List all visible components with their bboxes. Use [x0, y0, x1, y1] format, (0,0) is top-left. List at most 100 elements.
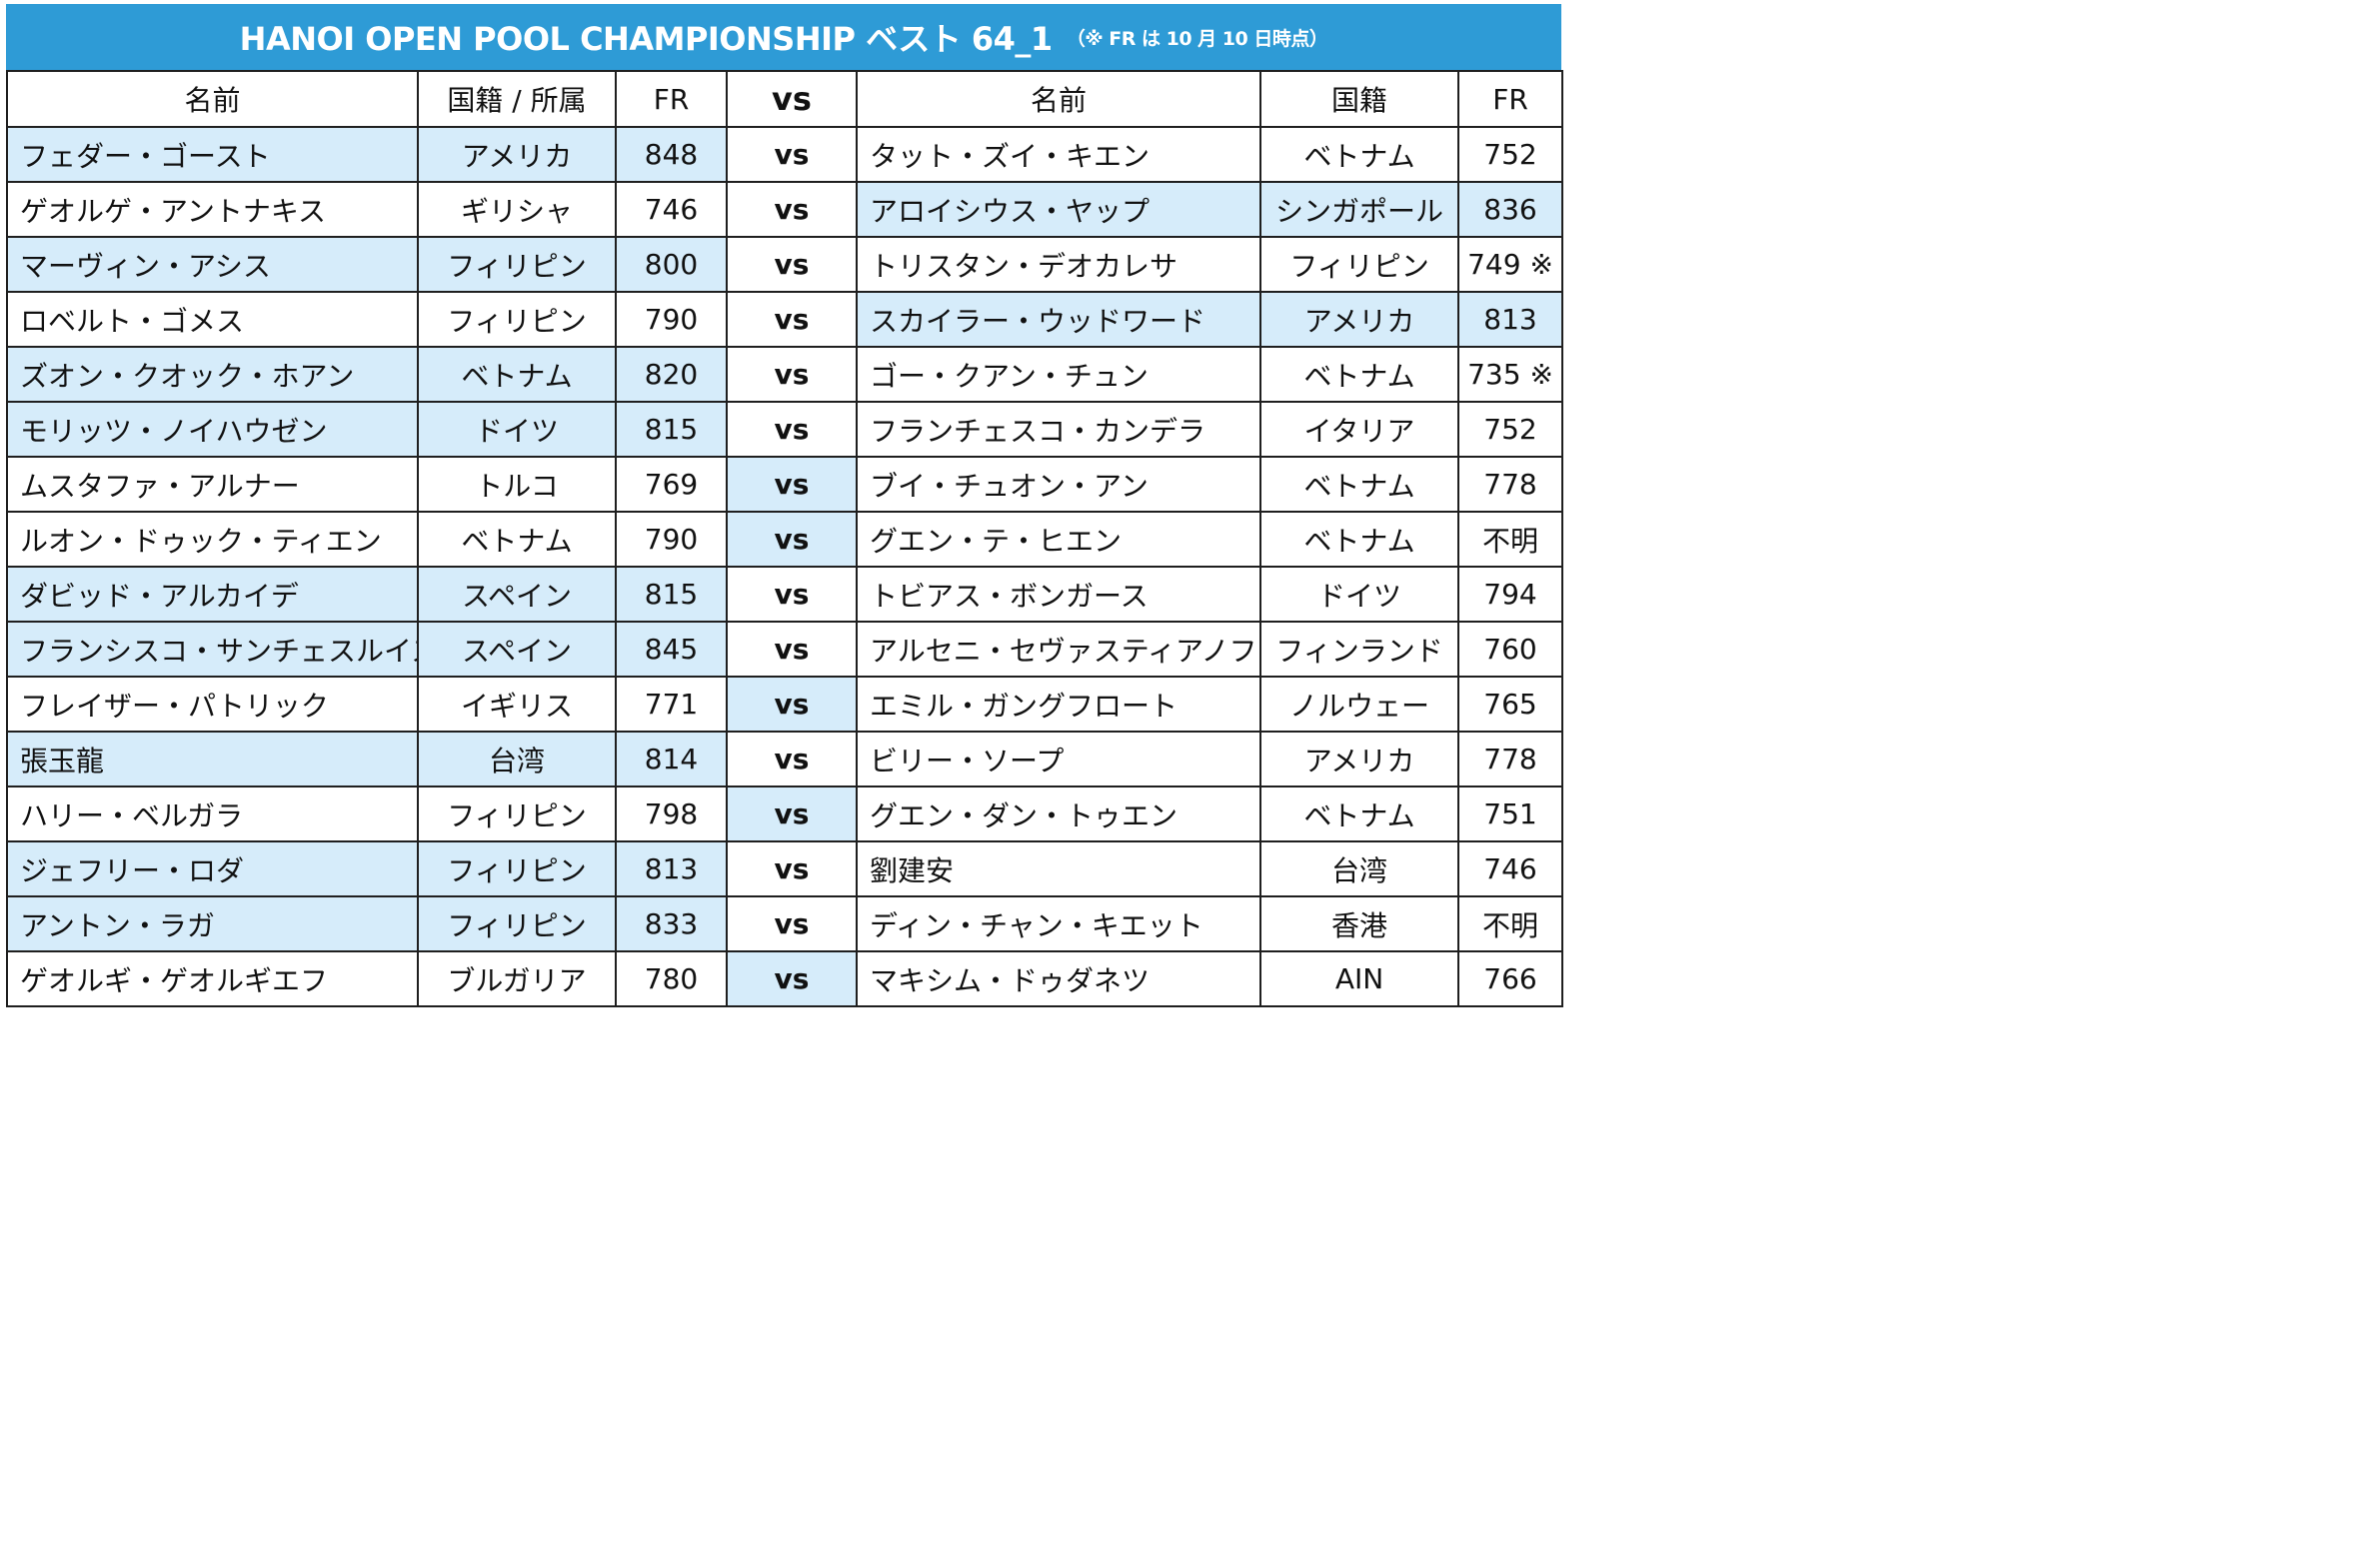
right-player-name: アロイシウス・ヤップ [856, 181, 1261, 238]
left-player-country: ベトナム [417, 346, 617, 403]
left-player-fr: 790 [615, 511, 728, 568]
table-row: ロベルト・ゴメス フィリピン 790 vs スカイラー・ウッドワード アメリカ 813 [6, 291, 1563, 348]
left-player-name: アントン・ラガ [6, 895, 419, 952]
left-player-fr: 800 [615, 236, 728, 293]
right-player-fr: 766 [1457, 950, 1563, 1007]
header-left-fr: FR [615, 70, 728, 128]
right-player-fr: 751 [1457, 785, 1563, 842]
right-player-fr: 不明 [1457, 511, 1563, 568]
right-player-name: ディン・チャン・キエット [856, 895, 1261, 952]
table-row: ムスタファ・アルナー トルコ 769 vs ブイ・チュオン・アン ベトナム 778 [6, 456, 1563, 513]
vs-label: vs [726, 236, 858, 293]
vs-label: vs [726, 126, 858, 183]
right-player-country: フィリピン [1259, 236, 1459, 293]
table-row: ルオン・ドゥック・ティエン ベトナム 790 vs グエン・テ・ヒエン ベトナム 不明 [6, 511, 1563, 568]
table-row: フェダー・ゴースト アメリカ 848 vs タット・ズイ・キエン ベトナム 752 [6, 126, 1563, 183]
right-player-country: ノルウェー [1259, 676, 1459, 733]
left-player-fr: 790 [615, 291, 728, 348]
right-player-country: 香港 [1259, 895, 1459, 952]
table-row: 張玉龍 台湾 814 vs ビリー・ソープ アメリカ 778 [6, 731, 1563, 787]
right-player-country: AIN [1259, 950, 1459, 1007]
left-player-name: ズオン・クオック・ホアン [6, 346, 419, 403]
right-player-name: トビアス・ボンガース [856, 566, 1261, 623]
right-player-name: タット・ズイ・キエン [856, 126, 1261, 183]
table-row: マーヴィン・アシス フィリピン 800 vs トリスタン・デオカレサ フィリピン 749 ※ [6, 236, 1563, 293]
vs-label: vs [726, 950, 858, 1007]
left-player-fr: 780 [615, 950, 728, 1007]
table-header-row: 名前 国籍 / 所属 FR vs 名前 国籍 FR [6, 70, 1563, 128]
left-player-fr: 813 [615, 840, 728, 897]
right-player-fr: 778 [1457, 731, 1563, 787]
left-player-name: ムスタファ・アルナー [6, 456, 419, 513]
right-player-name: フランチェスコ・カンデラ [856, 401, 1261, 458]
left-player-fr: 845 [615, 621, 728, 678]
left-player-fr: 848 [615, 126, 728, 183]
right-player-fr: 794 [1457, 566, 1563, 623]
left-player-name: フランシスコ・サンチェスルイス [6, 621, 419, 678]
header-right-fr: FR [1457, 70, 1563, 128]
left-player-name: マーヴィン・アシス [6, 236, 419, 293]
vs-label: vs [726, 291, 858, 348]
table-row: ゲオルギ・ゲオルギエフ ブルガリア 780 vs マキシム・ドゥダネツ AIN 766 [6, 950, 1563, 1007]
right-player-country: 台湾 [1259, 840, 1459, 897]
right-player-name: トリスタン・デオカレサ [856, 236, 1261, 293]
right-player-name: エミル・ガングフロート [856, 676, 1261, 733]
title-note: （※ FR は 10 月 10 日時点） [1066, 27, 1328, 50]
right-player-name: ゴー・クアン・チュン [856, 346, 1261, 403]
title-main: HANOI OPEN POOL CHAMPIONSHIP ベスト 64_1 [239, 20, 1054, 58]
left-player-country: スペイン [417, 621, 617, 678]
right-player-country: ベトナム [1259, 785, 1459, 842]
left-player-name: ロベルト・ゴメス [6, 291, 419, 348]
right-player-country: ベトナム [1259, 346, 1459, 403]
left-player-fr: 833 [615, 895, 728, 952]
vs-label: vs [726, 676, 858, 733]
right-player-country: シンガポール [1259, 181, 1459, 238]
right-player-country: アメリカ [1259, 291, 1459, 348]
left-player-name: ジェフリー・ロダ [6, 840, 419, 897]
left-player-fr: 815 [615, 566, 728, 623]
table-row: ダビッド・アルカイデ スペイン 815 vs トビアス・ボンガース ドイツ 794 [6, 566, 1563, 623]
vs-label: vs [726, 731, 858, 787]
left-player-name: ハリー・ベルガラ [6, 785, 419, 842]
left-player-fr: 769 [615, 456, 728, 513]
right-player-fr: 752 [1457, 401, 1563, 458]
left-player-fr: 746 [615, 181, 728, 238]
left-player-country: 台湾 [417, 731, 617, 787]
right-player-fr: 746 [1457, 840, 1563, 897]
vs-label: vs [726, 511, 858, 568]
table-row: アントン・ラガ フィリピン 833 vs ディン・チャン・キエット 香港 不明 [6, 895, 1563, 952]
left-player-fr: 814 [615, 731, 728, 787]
right-player-country: ベトナム [1259, 126, 1459, 183]
vs-label: vs [726, 346, 858, 403]
vs-label: vs [726, 621, 858, 678]
right-player-name: スカイラー・ウッドワード [856, 291, 1261, 348]
left-player-name: ゲオルゲ・アントナキス [6, 181, 419, 238]
vs-label: vs [726, 181, 858, 238]
right-player-name: マキシム・ドゥダネツ [856, 950, 1261, 1007]
header-right-country: 国籍 [1259, 70, 1459, 128]
right-player-country: ベトナム [1259, 456, 1459, 513]
header-right-name: 名前 [856, 70, 1261, 128]
vs-label: vs [726, 401, 858, 458]
right-player-fr: 749 ※ [1457, 236, 1563, 293]
left-player-country: ブルガリア [417, 950, 617, 1007]
left-player-fr: 771 [615, 676, 728, 733]
right-player-country: ベトナム [1259, 511, 1459, 568]
left-player-fr: 798 [615, 785, 728, 842]
left-player-country: ドイツ [417, 401, 617, 458]
left-player-country: フィリピン [417, 291, 617, 348]
left-player-name: ダビッド・アルカイデ [6, 566, 419, 623]
right-player-name: ブイ・チュオン・アン [856, 456, 1261, 513]
left-player-country: トルコ [417, 456, 617, 513]
left-player-country: フィリピン [417, 840, 617, 897]
right-player-country: アメリカ [1259, 731, 1459, 787]
left-player-country: アメリカ [417, 126, 617, 183]
left-player-country: フィリピン [417, 785, 617, 842]
table-row: フレイザー・パトリック イギリス 771 vs エミル・ガングフロート ノルウェー 765 [6, 676, 1563, 733]
page-title: HANOI OPEN POOL CHAMPIONSHIP ベスト 64_1 （※… [6, 4, 1561, 70]
header-vs: vs [726, 70, 858, 128]
right-player-name: アルセニ・セヴァスティアノフ [856, 621, 1261, 678]
left-player-name: モリッツ・ノイハウゼン [6, 401, 419, 458]
right-player-name: 劉建安 [856, 840, 1261, 897]
table-row: ハリー・ベルガラ フィリピン 798 vs グエン・ダン・トゥエン ベトナム 751 [6, 785, 1563, 842]
